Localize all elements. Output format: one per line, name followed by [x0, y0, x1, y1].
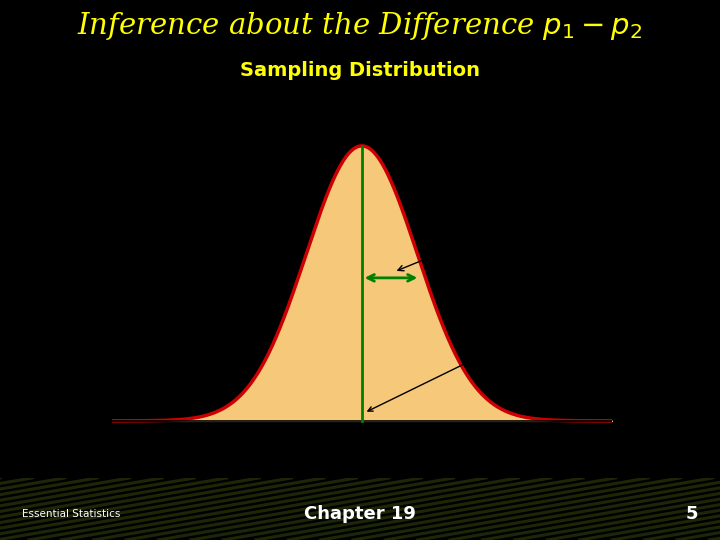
Text: Sampling Distribution: Sampling Distribution	[240, 62, 480, 80]
Text: Chapter 19: Chapter 19	[304, 505, 416, 523]
Text: Sampling distribution
of $\hat{p}_1 - \hat{p}_2$: Sampling distribution of $\hat{p}_1 - \h…	[145, 180, 281, 268]
Text: Inference about the Difference $p_1 - p_2$: Inference about the Difference $p_1 - p_…	[77, 10, 643, 42]
Text: Standard deviation: Standard deviation	[437, 137, 544, 147]
Text: Essential Statistics: Essential Statistics	[22, 509, 120, 519]
Text: $\sqrt{\dfrac{p_1(1-p_1)}{n_1}+\dfrac{p_2(1-p_2)}{n_2}}$: $\sqrt{\dfrac{p_1(1-p_1)}{n_1}+\dfrac{p_…	[412, 183, 562, 218]
Text: Values of $\hat{p}_1 - \hat{p}_2$: Values of $\hat{p}_1 - \hat{p}_2$	[315, 448, 409, 464]
Text: 5: 5	[686, 505, 698, 523]
Text: Mean $p_1 - p_2$: Mean $p_1 - p_2$	[368, 330, 556, 411]
